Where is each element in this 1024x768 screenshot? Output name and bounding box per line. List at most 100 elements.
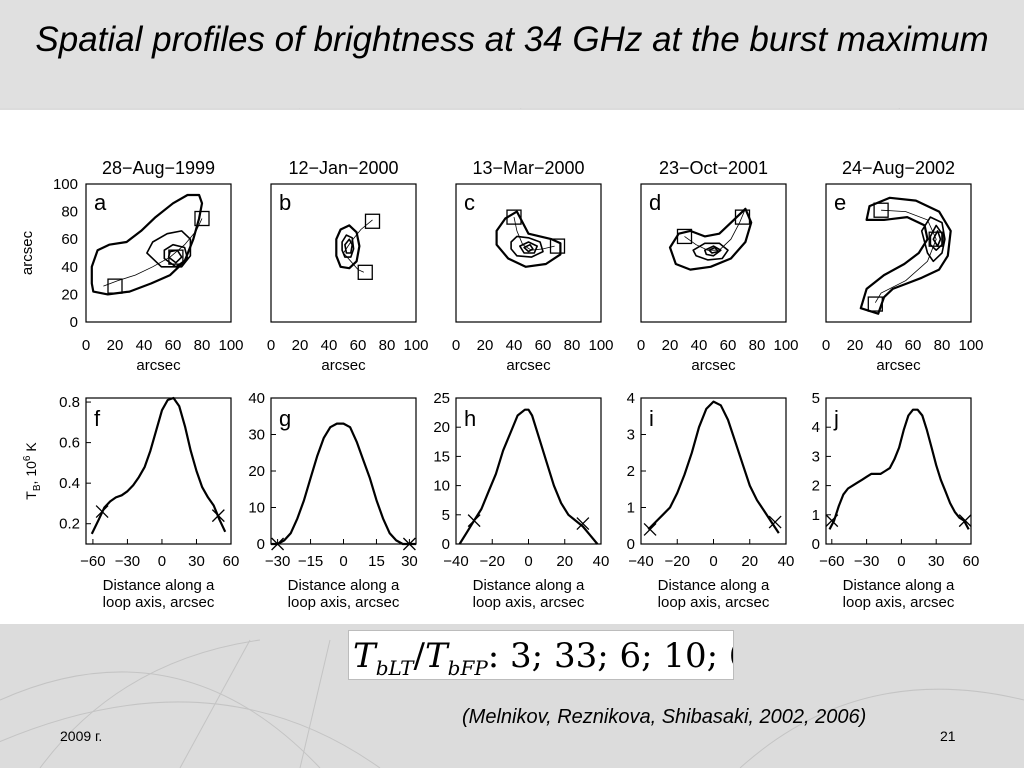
- y-axis-label: TB, 106 K: [22, 442, 43, 500]
- panel-frame-f: [85, 397, 232, 545]
- y-tick-label: 0: [812, 536, 820, 553]
- contour-ring: [510, 235, 544, 258]
- y-tick-label: 4: [812, 419, 820, 436]
- x-tick-label: 100: [773, 337, 798, 354]
- x-tick-label: 30: [188, 553, 205, 570]
- y-tick-label: 0: [257, 536, 265, 553]
- x-tick-label: −60: [80, 553, 105, 570]
- profile-line: [90, 396, 227, 535]
- y-tick-label: 20: [61, 286, 78, 303]
- ratio-slash: /: [413, 636, 425, 676]
- x-tick-label: −30: [265, 553, 290, 570]
- panel-letter-f: f: [94, 406, 101, 431]
- x-marker: [467, 514, 481, 528]
- x-tick-label: 60: [720, 337, 737, 354]
- panel-frame-b: [270, 183, 417, 323]
- panel-frame-e: [825, 183, 972, 323]
- panel-title-b: 12−Jan−2000: [288, 158, 398, 178]
- y-tick-label: 10: [433, 478, 450, 495]
- square-marker: [549, 238, 566, 254]
- title-band: [0, 0, 1024, 108]
- square-marker: [873, 202, 889, 218]
- x-tick-label: 60: [223, 553, 240, 570]
- y-tick-label: 0.2: [59, 516, 80, 533]
- panel-title-a: 28−Aug−1999: [102, 158, 215, 178]
- x-axis-label: Distance along a: [473, 577, 585, 594]
- contour-ring: [341, 234, 355, 258]
- footer-year: 2009 г.: [60, 728, 103, 744]
- ratio-t2: T: [424, 636, 448, 676]
- x-marker: [643, 522, 657, 536]
- x-tick-label: 0: [339, 553, 347, 570]
- x-axis-label: arcsec: [321, 357, 366, 374]
- panel-letter-i: i: [649, 406, 654, 431]
- contour-ring: [929, 224, 943, 251]
- contour-ring: [708, 246, 719, 254]
- y-tick-label: 10: [248, 500, 265, 517]
- x-tick-label: 0: [897, 553, 905, 570]
- panel-c: c 13−Mar−2000 0 20 40 60 80 100 arcsec: [452, 158, 614, 374]
- x-tick-label: 80: [194, 337, 211, 354]
- panel-letter-j: j: [833, 406, 839, 431]
- square-marker: [107, 278, 123, 294]
- contour-ring: [335, 224, 361, 270]
- x-tick-label: 60: [350, 337, 367, 354]
- x-tick-label: −15: [298, 553, 323, 570]
- profile-line: [271, 422, 416, 546]
- panel-letter-g: g: [279, 406, 291, 431]
- square-marker: [364, 213, 381, 229]
- x-tick-label: 80: [749, 337, 766, 354]
- y-tick-label: 1: [627, 500, 635, 517]
- panel-frame-g: [270, 397, 417, 545]
- panel-frame-c: [455, 183, 602, 323]
- x-tick-label: 0: [452, 337, 460, 354]
- x-tick-label: 40: [321, 337, 338, 354]
- x-tick-label: 60: [963, 553, 980, 570]
- x-tick-label: 0: [524, 553, 532, 570]
- ratio-formula: TbLT/TbFP: 3; 33; 6; 10; 6.: [348, 630, 734, 680]
- panel-frame-h: [455, 397, 602, 545]
- ratio-sub2: bFP: [447, 656, 488, 680]
- x-tick-label: 40: [691, 337, 708, 354]
- y-tick-label: 3: [627, 427, 635, 444]
- x-tick-label: −30: [115, 553, 140, 570]
- panel-a: a 28−Aug−1999 0 20 40 60 80 100 arcsec 0 20 40 60 80 1…: [19, 158, 244, 374]
- contour-ring: [668, 207, 753, 271]
- square-marker: [676, 228, 693, 245]
- x-axis-label: loop axis, arcsec: [103, 594, 215, 611]
- panel-letter-h: h: [464, 406, 476, 431]
- x-tick-label: 100: [588, 337, 613, 354]
- x-tick-label: 80: [934, 337, 951, 354]
- x-marker: [958, 514, 972, 528]
- y-tick-label: 30: [248, 427, 265, 444]
- x-tick-label: 100: [403, 337, 428, 354]
- panel-frame-i: [640, 397, 787, 545]
- contour-ring: [90, 193, 204, 296]
- x-tick-label: 0: [822, 337, 830, 354]
- x-marker: [95, 505, 109, 519]
- x-tick-label: 30: [928, 553, 945, 570]
- x-marker: [825, 514, 839, 528]
- x-axis-label: Distance along a: [103, 577, 215, 594]
- x-marker: [768, 515, 782, 529]
- panel-title-e: 24−Aug−2002: [842, 158, 955, 178]
- y-tick-label: 0: [442, 536, 450, 553]
- y-axis-label: arcsec: [19, 230, 36, 275]
- y-tick-label: 0.8: [59, 394, 80, 411]
- x-marker: [576, 517, 590, 531]
- x-axis-label: Distance along a: [658, 577, 770, 594]
- x-tick-label: 20: [741, 553, 758, 570]
- panel-d: d 23−Oct−2001 0 20 40 60 80 100 arcsec: [637, 158, 799, 374]
- square-marker: [194, 210, 210, 227]
- slide-title: Spatial profiles of brightness at 34 GHz…: [35, 20, 989, 59]
- x-tick-label: 60: [905, 337, 922, 354]
- x-axis-label: arcsec: [691, 357, 736, 374]
- ratio-t1: T: [353, 636, 376, 676]
- citation: (Melnikov, Reznikova, Shibasaki, 2002, 2…: [462, 706, 867, 728]
- loop-axis: [874, 209, 937, 303]
- x-tick-label: 20: [292, 337, 309, 354]
- square-marker: [168, 249, 184, 265]
- y-tick-label: 60: [61, 231, 78, 248]
- panel-frame-j: [825, 397, 972, 545]
- x-tick-label: 20: [477, 337, 494, 354]
